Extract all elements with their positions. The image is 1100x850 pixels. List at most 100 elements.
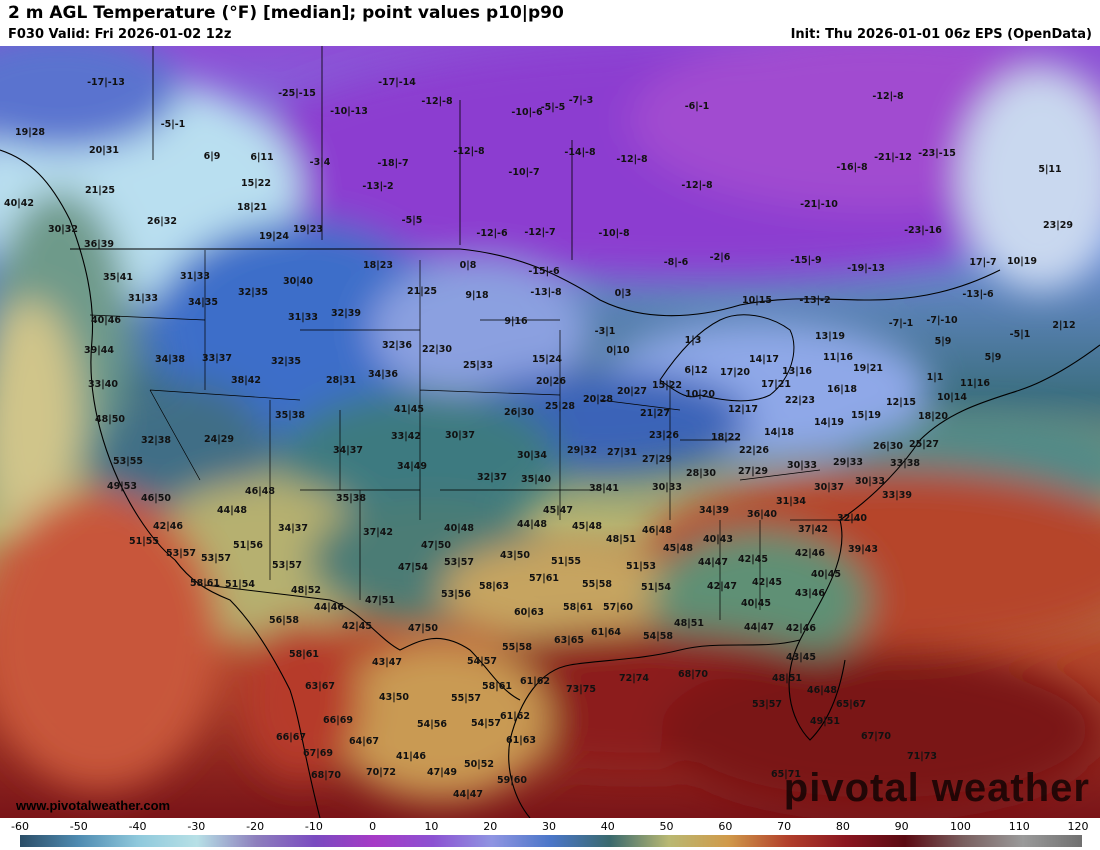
point-value: 34|39: [699, 505, 729, 516]
point-value: 73|75: [566, 684, 596, 695]
point-value: 21|25: [407, 286, 437, 297]
point-value: 15|24: [532, 354, 562, 365]
point-value: 40|48: [444, 523, 474, 534]
brand-watermark: pivotal weather: [783, 766, 1090, 810]
point-value: 45|48: [572, 521, 602, 532]
point-value: 23|29: [1043, 220, 1073, 231]
colorbar-tick: 0: [369, 820, 377, 833]
point-value: 40|45: [741, 598, 771, 609]
point-value: 34|38: [155, 354, 185, 365]
point-value: 55|58: [502, 642, 532, 653]
point-value: -15|-9: [790, 255, 821, 266]
point-value: 17|21: [761, 379, 791, 390]
point-value: 14|18: [764, 427, 794, 438]
point-value: -18|-7: [377, 158, 408, 169]
point-value: 54|56: [417, 719, 447, 730]
point-value: -13|-8: [530, 287, 562, 298]
point-value: 43|46: [795, 588, 825, 599]
point-value: -12|-8: [616, 154, 648, 165]
gulf-coastline: [508, 519, 846, 818]
point-value: 1|3: [685, 335, 702, 346]
point-value: 5|11: [1038, 164, 1061, 175]
pacific-coastline: [0, 149, 321, 818]
point-value: 58|61: [190, 578, 220, 589]
point-value: 14|19: [814, 417, 844, 428]
point-value: 44|47: [744, 622, 774, 633]
colorbar-tick: 30: [542, 820, 556, 833]
point-value: 32|39: [331, 308, 361, 319]
point-value: 61|63: [506, 735, 536, 746]
point-value: -7|-1: [889, 318, 914, 329]
point-value: 12|15: [886, 397, 916, 408]
point-value: 30|33: [855, 476, 885, 487]
point-value: 32|40: [837, 513, 867, 524]
point-value: -12|-7: [524, 227, 555, 238]
map-title: 2 m AGL Temperature (°F) [median]; point…: [8, 3, 564, 23]
point-value: 35|38: [275, 410, 305, 421]
borders: [0, 46, 1100, 818]
point-value: 13|19: [815, 331, 845, 342]
point-value: 58|63: [479, 581, 509, 592]
great-lakes: [659, 314, 795, 402]
point-value: 30|32: [48, 224, 78, 235]
point-value: 30|34: [517, 450, 547, 461]
point-value: 22|23: [785, 395, 815, 406]
point-value: -10|-7: [508, 167, 539, 178]
point-value: 9|18: [465, 290, 489, 301]
point-value: 10|14: [937, 392, 967, 403]
point-value: 6|9: [204, 151, 221, 162]
point-value: 0|3: [615, 288, 632, 299]
point-value: 53|57: [272, 560, 302, 571]
point-value: 17|-7: [969, 257, 996, 268]
point-value: 18|23: [363, 260, 393, 271]
point-value: 44|48: [517, 519, 547, 530]
point-value: 58|61: [563, 602, 593, 613]
point-value: 61|62: [500, 711, 530, 722]
valid-time: F030 Valid: Fri 2026-01-02 12z: [8, 27, 232, 42]
point-value: 45|48: [663, 543, 693, 554]
point-value: 43|45: [786, 652, 816, 663]
point-value: 34|37: [333, 445, 363, 456]
point-value: 22|30: [422, 344, 452, 355]
point-value: 19|28: [15, 127, 45, 138]
point-value: 53|57: [166, 548, 196, 559]
point-value: 18|22: [711, 432, 741, 443]
map-canvas: -17|-13 -25|-15 -17|-14 -12|-8 -7|-3 -6|-1 -12…: [0, 46, 1100, 818]
point-value: 65|71: [771, 769, 801, 780]
point-value: 49|53: [107, 481, 137, 492]
point-value: -12|-8: [681, 180, 713, 191]
point-value: 66|69: [323, 715, 353, 726]
point-value: 15|19: [851, 410, 881, 421]
point-value: 30|37: [814, 482, 844, 493]
atlantic-coastline: [839, 344, 1100, 521]
point-value: 29|33: [833, 457, 863, 468]
point-value: 71|73: [907, 751, 937, 762]
point-value: 27|29: [642, 454, 672, 465]
point-value: 48|50: [95, 414, 125, 425]
point-value: 6|12: [684, 365, 707, 376]
point-value: 51|55: [551, 556, 581, 567]
point-value: 34|49: [397, 461, 427, 472]
point-value: 34|36: [368, 369, 398, 380]
point-value: 61|62: [520, 676, 550, 687]
point-value: 33|39: [882, 490, 912, 501]
point-value: 53|55: [113, 456, 143, 467]
point-value: 67|70: [861, 731, 891, 742]
point-value: 54|58: [643, 631, 673, 642]
point-value: 20|26: [536, 376, 566, 387]
point-value: 32|35: [238, 287, 268, 298]
point-value: 68|70: [311, 770, 341, 781]
point-value: 31|34: [776, 496, 806, 507]
point-value: 47|50: [408, 623, 438, 634]
point-value: 53|56: [441, 589, 471, 600]
point-value: 45|47: [543, 505, 573, 516]
point-value: 33|40: [88, 379, 118, 390]
point-value: 1|1: [927, 372, 944, 383]
point-value: 58|61: [482, 681, 512, 692]
point-value: -12|-8: [421, 96, 453, 107]
point-value: 20|27: [617, 386, 647, 397]
point-value: -10|-6: [511, 107, 543, 118]
point-value: 49|51: [810, 716, 840, 727]
point-value: 42|47: [707, 581, 737, 592]
point-value: 13|16: [782, 366, 812, 377]
